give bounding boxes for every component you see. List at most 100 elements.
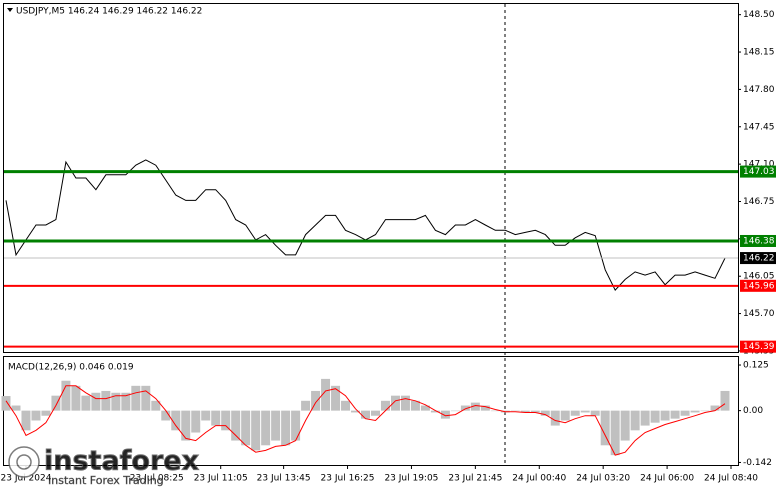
macd-bar xyxy=(41,410,51,416)
macd-bar xyxy=(31,410,41,421)
macd-bar xyxy=(650,410,660,423)
macd-bar xyxy=(51,395,61,411)
level-label: 146.38 xyxy=(743,236,775,246)
macd-bar xyxy=(640,410,650,426)
macd-bar xyxy=(540,410,550,416)
macd-bar xyxy=(560,410,570,421)
level-box xyxy=(740,234,776,247)
y-tick-label: 148.15 xyxy=(743,48,775,58)
macd-bar xyxy=(161,410,171,421)
macd-bar xyxy=(261,410,271,446)
macd-bar xyxy=(620,410,630,441)
x-tick-label: 24 Jul 03:20 xyxy=(576,474,630,484)
macd-bar xyxy=(420,405,430,411)
macd-bar xyxy=(251,410,261,451)
y-tick-label: 147.45 xyxy=(743,122,775,132)
macd-bar xyxy=(590,410,600,416)
x-tick-label: 23 Jul 11:05 xyxy=(194,474,248,484)
macd-bar xyxy=(550,410,560,426)
macd-bar xyxy=(490,410,500,412)
y-tick-label: 145.70 xyxy=(743,309,775,319)
last-price-label: 146.22 xyxy=(743,254,775,264)
macd-bar xyxy=(241,410,251,446)
level-box xyxy=(740,279,776,292)
y-tick-label: 146.75 xyxy=(743,197,775,207)
macd-bar xyxy=(101,390,111,411)
macd-bar xyxy=(390,395,400,411)
logo-icon-inner xyxy=(16,454,32,470)
macd-bar xyxy=(720,390,730,411)
x-tick-label: 23 Jul 08:25 xyxy=(130,474,184,484)
logo-icon xyxy=(8,446,40,478)
macd-bar xyxy=(480,405,490,411)
macd-bar xyxy=(81,395,91,411)
y-tick-label: 0.125 xyxy=(743,361,769,371)
macd-bar xyxy=(151,400,161,411)
brand-tagline: Instant Forex Trading xyxy=(48,474,164,487)
macd-bar xyxy=(710,405,720,411)
macd-bar xyxy=(700,410,710,412)
y-tick-label: 147.10 xyxy=(743,160,775,170)
macd-bar xyxy=(410,400,420,411)
macd-bar xyxy=(11,405,21,411)
price-panel-frame xyxy=(3,3,739,353)
macd-bar xyxy=(580,410,590,413)
macd-bar xyxy=(331,385,341,411)
macd-bar xyxy=(61,380,71,411)
macd-bar xyxy=(171,410,181,431)
macd-bar xyxy=(371,410,380,416)
macd-bar xyxy=(311,390,321,411)
last-price-box xyxy=(740,252,776,265)
macd-bar xyxy=(450,410,460,412)
level-box xyxy=(740,165,776,178)
y-tick-label: 146.05 xyxy=(743,272,775,282)
level-label: 145.96 xyxy=(743,281,775,291)
macd-bar xyxy=(211,410,221,426)
level-box xyxy=(740,340,776,353)
macd-bar xyxy=(610,410,620,456)
x-tick-label: 23 Jul 2024 xyxy=(1,474,52,484)
macd-title: MACD(12,26,9) 0.046 0.019 xyxy=(8,363,134,373)
macd-bar xyxy=(440,410,450,419)
macd-bar xyxy=(400,395,410,411)
brand-name: instaforex xyxy=(44,446,199,477)
macd-bar xyxy=(221,410,231,431)
x-tick-label: 23 Jul 16:25 xyxy=(321,474,375,484)
x-tick-label: 23 Jul 21:45 xyxy=(448,474,502,484)
macd-bar xyxy=(231,410,241,441)
y-tick-label: 148.50 xyxy=(743,10,775,20)
macd-bar xyxy=(111,392,121,411)
macd-bar xyxy=(291,410,301,441)
macd-bar xyxy=(91,392,101,411)
macd-bar xyxy=(361,410,371,419)
macd-bar xyxy=(630,410,640,431)
macd-bar xyxy=(141,385,151,411)
macd-bar xyxy=(530,410,540,413)
macd-bar xyxy=(281,410,291,446)
macd-bar xyxy=(71,385,81,411)
macd-bar xyxy=(321,378,331,411)
x-tick-label: 23 Jul 13:45 xyxy=(257,474,311,484)
logo: instaforex Instant Forex Trading xyxy=(8,445,200,487)
macd-bar xyxy=(1,396,11,411)
macd-bar xyxy=(570,410,580,416)
x-tick-label: 24 Jul 06:00 xyxy=(640,474,694,484)
macd-bar xyxy=(201,410,211,421)
macd-bar xyxy=(670,410,680,419)
y-tick-label: 0.00 xyxy=(743,406,763,416)
x-tick-label: 24 Jul 08:40 xyxy=(704,474,758,484)
macd-bar xyxy=(121,392,131,411)
macd-bar xyxy=(341,400,351,411)
macd-bar xyxy=(660,410,670,421)
y-tick-label: -0.142 xyxy=(743,458,772,468)
macd-bar xyxy=(131,385,141,411)
level-label: 147.03 xyxy=(743,167,775,177)
macd-bar xyxy=(680,410,690,416)
macd-bar xyxy=(690,410,700,413)
macd-bar xyxy=(301,400,311,411)
macd-bar xyxy=(520,410,530,413)
signal-line xyxy=(5,385,726,456)
macd-bar xyxy=(181,410,191,441)
macd-bar xyxy=(271,410,281,441)
